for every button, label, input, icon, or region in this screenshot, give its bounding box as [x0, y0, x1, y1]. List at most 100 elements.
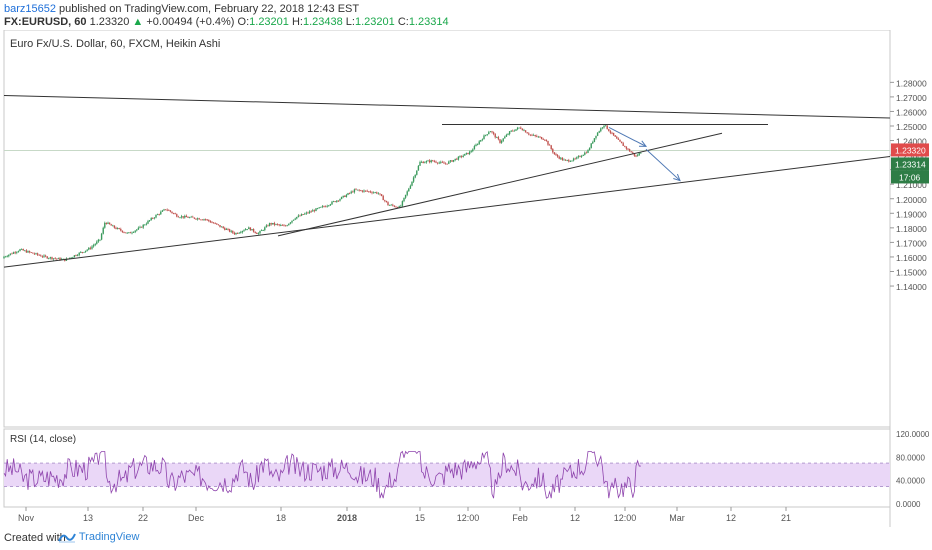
candle-body [16, 251, 18, 253]
candle-body [144, 224, 146, 226]
projection-arrow [608, 127, 647, 147]
candle-body [124, 232, 127, 234]
price-tick-label: 1.28000 [896, 78, 927, 88]
candle-body [451, 160, 453, 162]
candle-body [561, 157, 564, 160]
candle-body [224, 227, 226, 230]
candle-body [198, 218, 200, 220]
candle-body [475, 144, 477, 147]
candle-body [353, 189, 356, 193]
candle-body [465, 152, 468, 154]
projection-arrow [645, 148, 681, 181]
candle-body [169, 210, 172, 212]
candle-body [92, 245, 95, 247]
candle-body [304, 213, 306, 215]
candle-body [392, 204, 394, 206]
candle-body [432, 160, 434, 162]
author-link[interactable]: barz15652 [4, 3, 56, 15]
low-label: L: [345, 16, 355, 28]
candle-body [516, 127, 519, 130]
close-value: 1.23314 [408, 16, 449, 28]
candle-body [148, 220, 151, 222]
candle-body [571, 160, 573, 162]
candle-body [414, 174, 416, 178]
candle-body [420, 161, 423, 163]
candle-body [616, 136, 618, 139]
candle-body [41, 256, 44, 258]
trendline [277, 132, 723, 237]
candle-body [235, 233, 237, 235]
candle-body [96, 241, 98, 244]
candle-body [481, 139, 484, 141]
candle-body [468, 151, 471, 155]
candle-body [638, 152, 640, 156]
candle-body [492, 132, 495, 134]
candle-body [556, 155, 559, 157]
candle-body [366, 190, 368, 192]
candle-body [558, 156, 560, 159]
candle-body [136, 229, 138, 231]
candle-body [192, 216, 194, 218]
candle-body [502, 138, 504, 141]
candle-body [579, 156, 581, 157]
candle-body [281, 224, 284, 226]
candle-body [25, 250, 28, 253]
tradingview-logo[interactable]: TradingView [58, 531, 139, 543]
candle-body [368, 191, 370, 193]
candle-body [585, 152, 588, 154]
candle-body [512, 130, 514, 132]
candle-body [470, 151, 472, 152]
candle-body [176, 214, 178, 217]
candle-body [379, 193, 381, 195]
candle-body [305, 212, 308, 214]
candle-body [203, 219, 205, 221]
candle-body [489, 131, 492, 133]
candle-body [6, 256, 8, 258]
price-tick-label: 1.19000 [896, 209, 927, 219]
candle-body [491, 131, 493, 133]
candle-body [156, 214, 159, 216]
rsi-tick-label: 40.0000 [896, 477, 925, 486]
price-tick-label: 1.24000 [896, 137, 927, 147]
candle-body [142, 224, 144, 228]
candle-body [587, 150, 589, 153]
time-tick-label: Mar [669, 513, 685, 523]
price-tick-label: 1.20000 [896, 195, 927, 205]
candle-body [355, 189, 357, 191]
candle-body [388, 204, 391, 206]
candle-body [283, 225, 285, 227]
candle-body [232, 230, 234, 233]
candle-body [195, 218, 197, 220]
candle-body [411, 181, 413, 186]
candle-body [24, 250, 26, 252]
candle-body [243, 230, 245, 232]
candle-body [499, 139, 501, 143]
candle-body [147, 220, 149, 224]
candle-body [240, 232, 242, 234]
candle-body [350, 191, 352, 194]
candle-body [580, 155, 583, 157]
candle-body [260, 230, 263, 232]
candle-body [72, 257, 74, 258]
candle-body [345, 194, 348, 197]
candle-body [484, 134, 487, 136]
candle-body [622, 143, 624, 146]
candle-body [33, 253, 36, 255]
candle-body [280, 224, 282, 226]
candle-body [249, 227, 252, 231]
candle-body [40, 255, 42, 257]
candle-body [560, 157, 562, 159]
candle-body [275, 224, 277, 225]
candle-body [395, 206, 397, 208]
candle-body [457, 156, 460, 160]
candle-body [107, 222, 109, 224]
candle-body [214, 223, 216, 225]
candle-body [230, 230, 232, 232]
candle-body [153, 217, 156, 219]
candle-body [166, 209, 168, 211]
symbol-label: FX:EURUSD, 60 [4, 16, 87, 28]
candle-body [619, 139, 621, 142]
price-chart[interactable]: Euro Fx/U.S. Dollar, 60, FXCM, Heikin As… [0, 30, 932, 528]
time-tick-label: 22 [138, 513, 148, 523]
candle-body [504, 136, 506, 139]
